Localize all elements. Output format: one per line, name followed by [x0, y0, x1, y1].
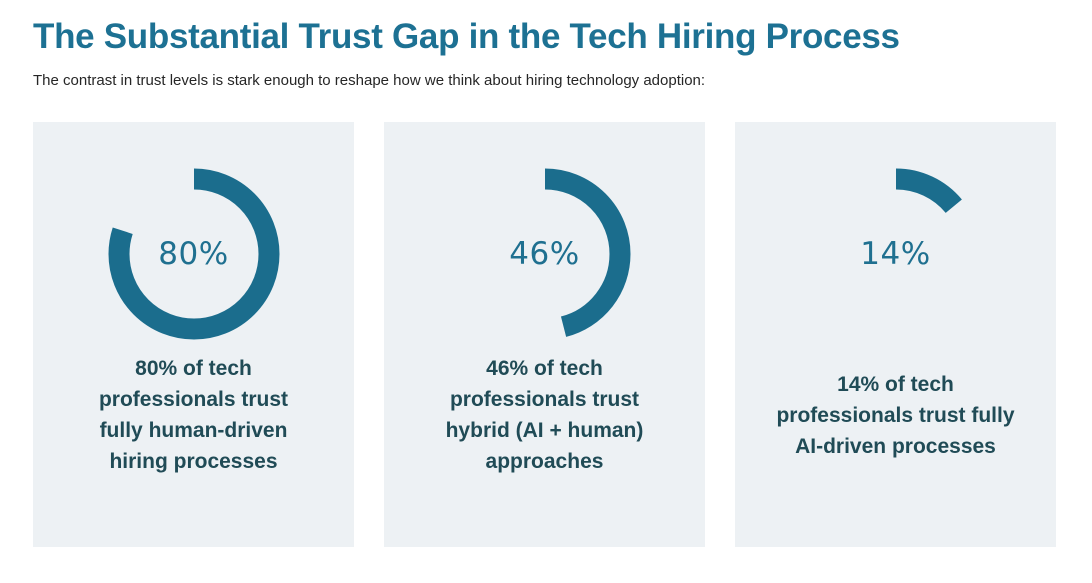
stat-caption: 80% of tech professionals trust fully hu… [98, 357, 289, 473]
donut-svg [459, 168, 630, 340]
stat-card-ai-driven: 14% 14% of tech professionals trust full… [735, 122, 1056, 547]
donut-arc [108, 168, 279, 340]
stat-cards-row: 80% 80% of tech professionals trust full… [33, 122, 1059, 547]
donut-svg [810, 168, 981, 340]
caption-area: 46% of tech professionals trust hybrid (… [384, 340, 705, 547]
page-title: The Substantial Trust Gap in the Tech Hi… [33, 17, 900, 56]
stat-card-hybrid: 46% 46% of tech professionals trust hybr… [384, 122, 705, 547]
donut-arc [810, 168, 981, 340]
donut-arc [459, 168, 630, 340]
caption-area: 14% of tech professionals trust fully AI… [735, 340, 1056, 547]
stat-caption: 14% of tech professionals trust fully AI… [776, 372, 1015, 458]
stat-card-human-driven: 80% 80% of tech professionals trust full… [33, 122, 354, 547]
infographic: The Substantial Trust Gap in the Tech Hi… [33, 17, 1059, 547]
donut-chart-hybrid: 46% [459, 168, 631, 340]
donut-chart-ai-driven: 14% [810, 168, 982, 340]
donut-chart-human-driven: 80% [108, 168, 280, 340]
donut-svg [108, 168, 279, 340]
stat-caption: 46% of tech professionals trust hybrid (… [445, 357, 644, 473]
page-subtitle: The contrast in trust levels is stark en… [33, 72, 706, 89]
caption-area: 80% of tech professionals trust fully hu… [33, 340, 354, 547]
